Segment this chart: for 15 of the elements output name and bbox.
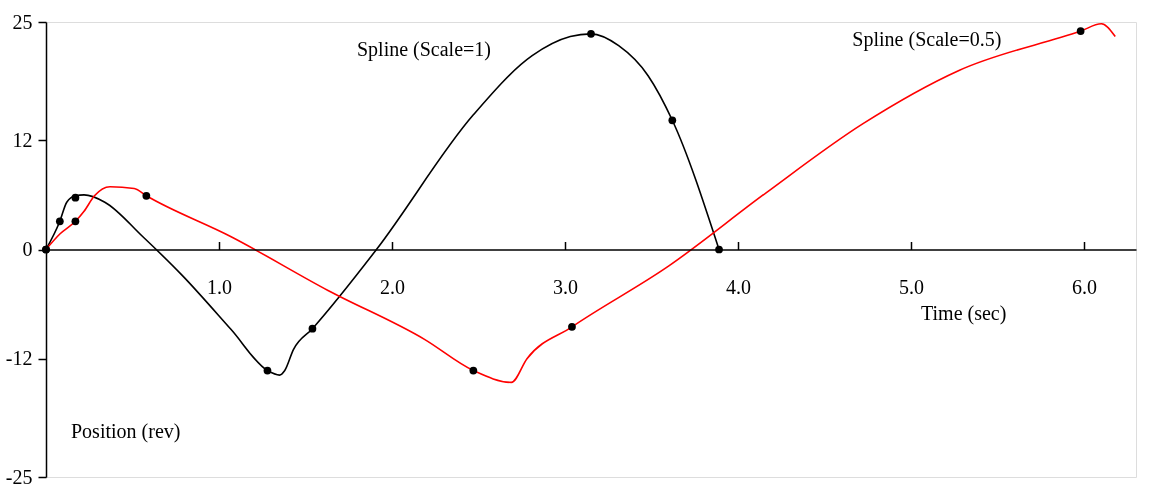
y-axis-title: Position (rev) [71,420,181,443]
x-tick-label: 5.0 [899,276,925,298]
x-tick-label: 1.0 [207,276,233,298]
x-tick-label: 3.0 [553,276,579,298]
y-tick-label: -12 [5,347,33,370]
series-label: Spline (Scale=0.5) [852,27,1002,51]
series-label: Spline (Scale=1) [356,37,491,61]
y-tick-label: 12 [12,128,33,151]
x-tick-label: 2.0 [380,276,406,298]
y-tick-label: 25 [12,10,33,33]
y-tick-label: 0 [22,238,33,260]
y-tick-label: -25 [5,465,33,488]
x-axis-title: Time (sec) [921,302,1007,325]
x-tick-label: 6.0 [1072,276,1098,298]
x-tick-label: 4.0 [726,276,752,298]
